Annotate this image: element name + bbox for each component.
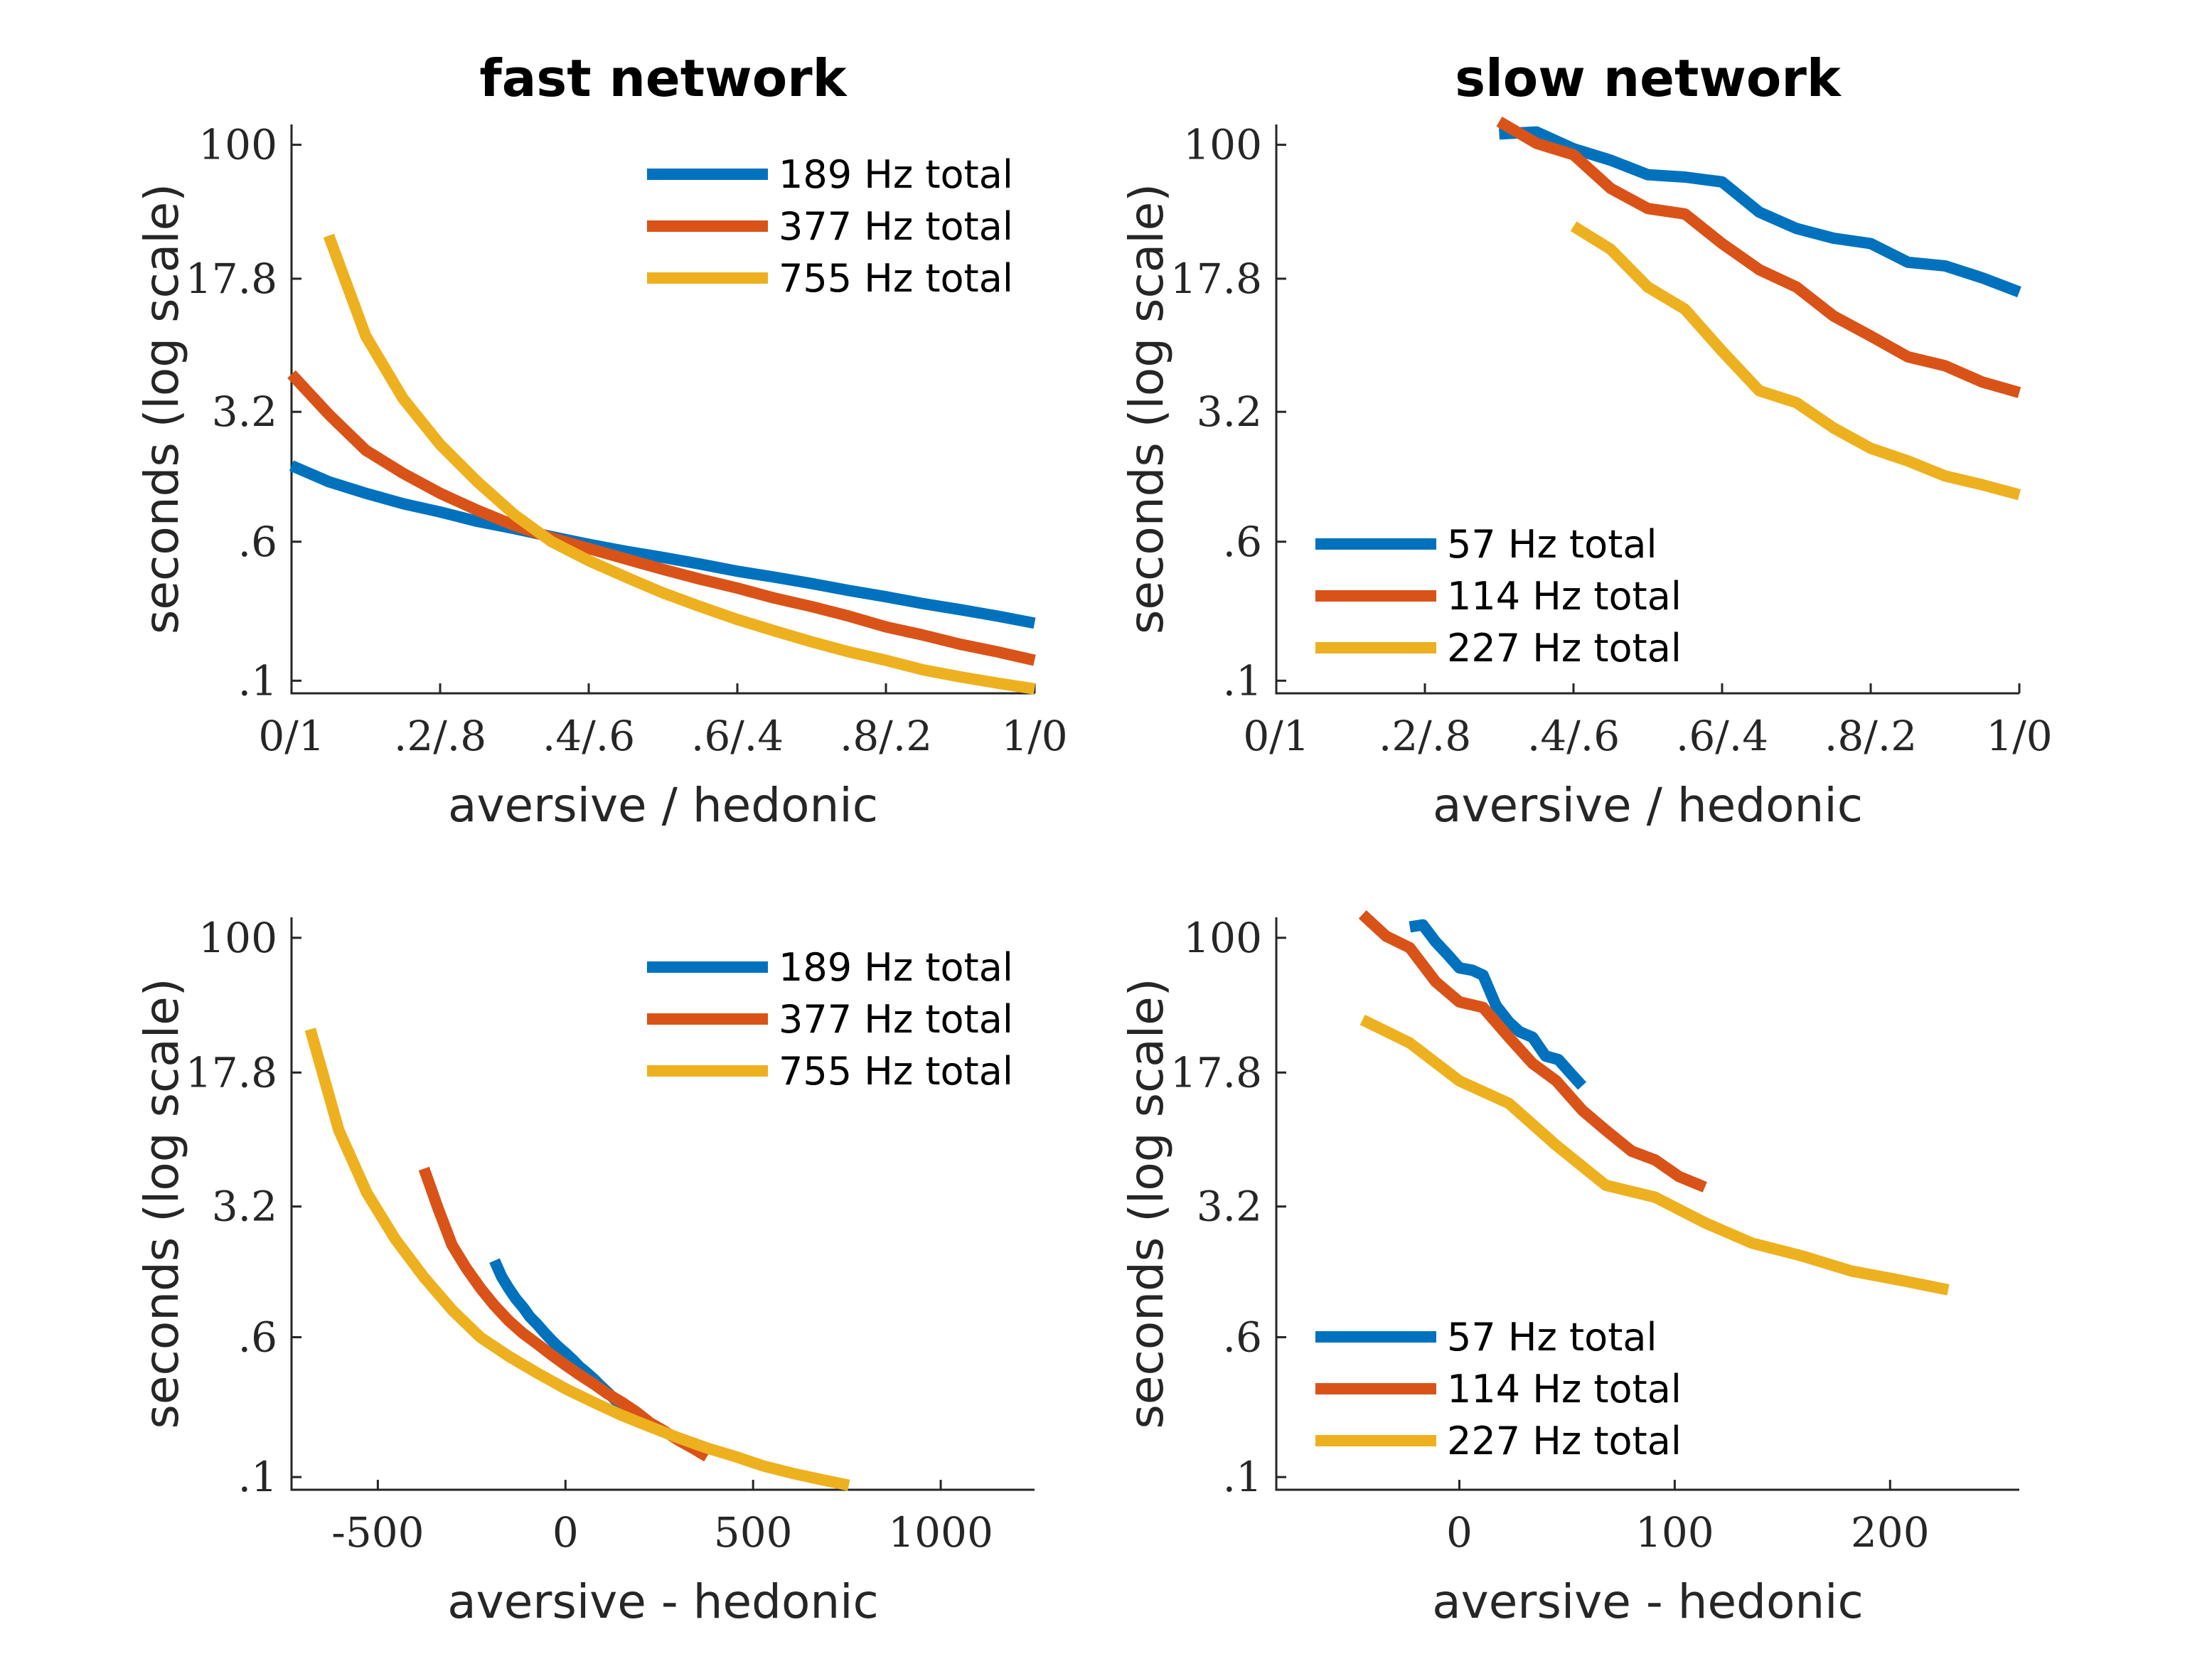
y-axis-label: seconds (log scale): [134, 978, 189, 1429]
series-line-57-hz-total: [1499, 126, 2021, 298]
legend-label: 189 Hz total: [779, 945, 1013, 990]
y-tick-label: 17.8: [186, 255, 277, 303]
y-tick-label: 100: [1183, 914, 1262, 962]
y-tick-label: 17.8: [186, 1048, 277, 1097]
x-tick-label: .4/.6: [1527, 712, 1620, 760]
y-axis-label: seconds (log scale): [1119, 978, 1174, 1429]
legend-label: 114 Hz total: [1447, 574, 1682, 619]
y-tick-label: 100: [1183, 121, 1262, 169]
y-tick-label: .6: [1223, 518, 1262, 566]
legend-label: 189 Hz total: [779, 152, 1013, 197]
series-line-227-hz-total: [1359, 1014, 1950, 1296]
panel-br: .1 .6 3.2 17.8 100 0 100 200 aversive - hedonic s…: [1119, 910, 2019, 1629]
x-tick-label: 0/1: [1243, 712, 1309, 760]
x-tick-label: 0: [552, 1508, 579, 1557]
series-line-755-hz-total: [304, 1028, 850, 1491]
y-tick-label: .1: [1223, 1453, 1262, 1501]
legend-label: 755 Hz total: [779, 256, 1013, 301]
y-tick-label: .6: [238, 518, 277, 566]
x-tick-label: 1/0: [1001, 712, 1067, 760]
y-axis-label: seconds (log scale): [1119, 183, 1174, 634]
x-axis-label: aversive - hedonic: [447, 1574, 879, 1629]
y-tick-label: .1: [238, 1453, 277, 1501]
x-tick-label: .8/.2: [840, 712, 932, 760]
y-tick-label: 3.2: [1197, 388, 1262, 436]
y-tick-label: 100: [198, 121, 277, 169]
legend-label: 57 Hz total: [1447, 522, 1657, 567]
x-tick-label: 1000: [888, 1508, 993, 1557]
x-axis-label: aversive - hedonic: [1432, 1574, 1864, 1629]
y-tick-label: .1: [238, 656, 277, 705]
series-line-189-hz-total: [289, 460, 1036, 629]
x-tick-label: .8/.2: [1824, 712, 1917, 760]
x-tick-label: 0: [1446, 1508, 1473, 1557]
series-line-755-hz-total: [323, 233, 1036, 695]
x-tick-label: 200: [1851, 1508, 1930, 1557]
y-tick-label: 17.8: [1170, 1048, 1262, 1097]
x-tick-label: 0/1: [258, 712, 324, 760]
y-tick-label: .6: [1223, 1313, 1262, 1361]
x-axis-label: aversive / hedonic: [448, 778, 878, 833]
y-tick-label: 3.2: [212, 388, 277, 436]
x-tick-label: .4/.6: [543, 712, 635, 760]
y-tick-label: .6: [238, 1313, 277, 1361]
y-tick-label: 3.2: [212, 1183, 277, 1231]
panel-tl: .1 .6 3.2 17.8 100 0/1 .2/.8 .4/.6 .6/.4 .8/.2 1/0…: [134, 48, 1068, 833]
series-line-57-hz-total: [1409, 919, 1587, 1090]
legend-label: 57 Hz total: [1447, 1315, 1657, 1360]
legend-label: 114 Hz total: [1447, 1367, 1682, 1412]
x-tick-label: .6/.4: [691, 712, 784, 760]
x-tick-label: .6/.4: [1676, 712, 1768, 760]
x-tick-label: 100: [1635, 1508, 1714, 1557]
y-tick-label: .1: [1223, 656, 1262, 705]
legend-label: 377 Hz total: [779, 997, 1013, 1042]
legend-label: 227 Hz total: [1447, 626, 1682, 671]
legend-label: 227 Hz total: [1447, 1419, 1682, 1463]
series-line-227-hz-total: [1570, 221, 2021, 501]
x-axis-label: aversive / hedonic: [1433, 778, 1863, 833]
x-tick-label: 500: [714, 1508, 793, 1557]
panel-title: slow network: [1455, 48, 1842, 108]
panel-tr: .1 .6 3.2 17.8 100 0/1 .2/.8 .4/.6 .6/.4 .8/.2 1/0…: [1119, 48, 2053, 833]
panel-title: fast network: [479, 48, 848, 108]
axes-frame: [290, 917, 1035, 1491]
y-tick-label: 17.8: [1170, 255, 1262, 303]
y-tick-label: 3.2: [1197, 1183, 1262, 1231]
y-axis-label: seconds (log scale): [134, 183, 189, 634]
x-tick-label: 1/0: [1986, 712, 2052, 760]
series-line-114-hz-total: [1496, 116, 2021, 398]
legend-label: 755 Hz total: [779, 1049, 1013, 1094]
series-line-377-hz-total: [287, 370, 1036, 666]
series-line-114-hz-total: [1358, 910, 1707, 1193]
x-tick-label: -500: [331, 1508, 424, 1557]
x-tick-label: .2/.8: [1379, 712, 1471, 760]
legend-label: 377 Hz total: [779, 204, 1013, 249]
y-tick-label: 100: [198, 914, 277, 962]
axes-frame: [1275, 917, 2019, 1491]
x-tick-label: .2/.8: [394, 712, 486, 760]
